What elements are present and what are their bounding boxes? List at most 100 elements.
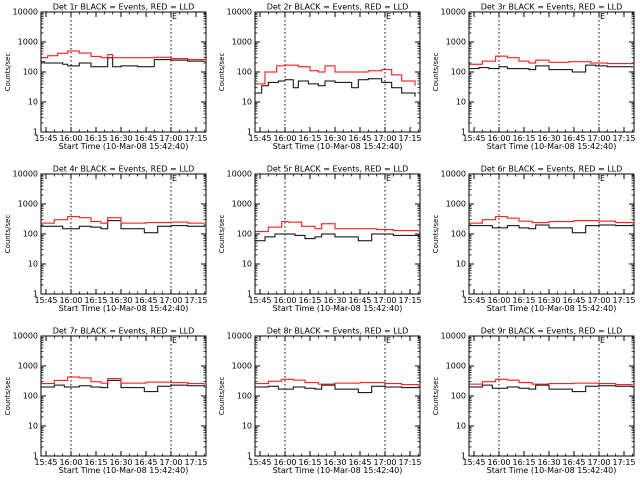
series-events-line: [255, 384, 419, 394]
plot-frame: [254, 335, 421, 457]
x-tick-label: 15:45: [462, 458, 485, 467]
x-tick-label: 16:15: [84, 296, 107, 305]
y-axis-label: Counts/sec: [218, 215, 226, 254]
flag-label: E: [386, 174, 391, 183]
plot-frame: [468, 335, 635, 457]
x-axis-label: Start Time (10-Mar-08 15:42:40): [273, 466, 403, 475]
x-tick-label: 15:45: [34, 296, 57, 305]
y-tick-label: 10: [28, 98, 38, 107]
panel-title: Det 7r BLACK = Events, RED = LLD: [53, 327, 195, 336]
panel-title: Det 3r BLACK = Events, RED = LLD: [481, 3, 623, 12]
x-tick-label: 16:00: [487, 134, 510, 143]
x-tick-label: 16:00: [273, 296, 296, 305]
y-tick-label: 10000: [13, 170, 38, 179]
y-tick-label: 10: [456, 260, 466, 269]
panel-2: Det 2r BLACK = Events, RED = LLD Counts/s…: [218, 3, 422, 152]
x-tick-label: 16:15: [512, 458, 535, 467]
x-tick-label: 16:15: [512, 296, 535, 305]
x-tick-label: 17:15: [398, 458, 421, 467]
x-tick-label: 16:30: [537, 458, 560, 467]
y-axis-label: Counts/sec: [218, 53, 226, 92]
flag-label: E: [386, 336, 391, 345]
y-tick-label: 100: [23, 230, 38, 239]
x-tick-label: 17:15: [398, 296, 421, 305]
x-axis-label: Start Time (10-Mar-08 15:42:40): [487, 466, 617, 475]
y-tick-label: 1000: [446, 200, 466, 209]
y-tick-label: 1: [33, 128, 38, 137]
x-tick-label: 17:15: [612, 458, 635, 467]
plot-frame: [254, 11, 421, 133]
y-tick-label: 100: [451, 392, 466, 401]
y-tick-label: 10: [242, 422, 252, 431]
y-axis-label: Counts/sec: [432, 377, 440, 416]
flag-label: E: [172, 336, 177, 345]
x-tick-label: 16:30: [323, 134, 346, 143]
y-tick-label: 10: [28, 260, 38, 269]
panel-7: Det 7r BLACK = Events, RED = LLD Counts/s…: [4, 327, 208, 476]
panel-title: Det 4r BLACK = Events, RED = LLD: [53, 165, 195, 174]
x-tick-label: 16:15: [298, 296, 321, 305]
y-tick-label: 1000: [446, 362, 466, 371]
x-tick-label: 16:00: [487, 458, 510, 467]
x-tick-label: 16:45: [348, 134, 371, 143]
y-tick-label: 1: [33, 452, 38, 461]
panel-title: Det 5r BLACK = Events, RED = LLD: [267, 165, 409, 174]
y-tick-label: 1000: [18, 362, 38, 371]
series-lld-line: [41, 50, 205, 61]
x-tick-label: 16:45: [348, 296, 371, 305]
series-lld-line: [469, 55, 633, 65]
x-tick-label: 16:30: [323, 458, 346, 467]
y-tick-label: 1000: [232, 200, 252, 209]
x-tick-label: 16:45: [348, 458, 371, 467]
plot-frame: [40, 11, 207, 133]
y-tick-label: 100: [451, 230, 466, 239]
y-tick-label: 10000: [441, 332, 466, 341]
y-tick-label: 100: [451, 68, 466, 77]
x-axis-label: Start Time (10-Mar-08 15:42:40): [487, 304, 617, 313]
x-tick-label: 16:45: [134, 296, 157, 305]
x-tick-label: 15:45: [248, 134, 271, 143]
y-tick-label: 10: [28, 422, 38, 431]
y-tick-label: 1000: [18, 38, 38, 47]
x-tick-label: 17:15: [398, 134, 421, 143]
x-tick-label: 16:00: [59, 458, 82, 467]
y-tick-label: 1: [461, 452, 466, 461]
x-tick-label: 15:45: [248, 458, 271, 467]
x-axis-label: Start Time (10-Mar-08 15:42:40): [273, 304, 403, 313]
x-tick-label: 17:15: [184, 134, 207, 143]
panel-4: Det 4r BLACK = Events, RED = LLD Counts/s…: [4, 165, 208, 314]
series-events-line: [255, 233, 419, 242]
y-tick-label: 1000: [232, 362, 252, 371]
y-axis-label: Counts/sec: [432, 53, 440, 92]
flag-label: E: [600, 174, 605, 183]
plot-frame: [40, 335, 207, 457]
x-tick-label: 16:15: [298, 458, 321, 467]
panel-title: Det 8r BLACK = Events, RED = LLD: [267, 327, 409, 336]
x-tick-label: 17:15: [612, 296, 635, 305]
y-tick-label: 10000: [227, 8, 252, 17]
x-axis-label: Start Time (10-Mar-08 15:42:40): [273, 142, 403, 151]
y-axis-label: Counts/sec: [4, 377, 12, 416]
y-tick-label: 10000: [441, 170, 466, 179]
x-tick-label: 17:00: [587, 296, 610, 305]
x-tick-label: 16:00: [273, 134, 296, 143]
panel-3: Det 3r BLACK = Events, RED = LLD Counts/s…: [432, 3, 636, 152]
series-lld-line: [255, 221, 419, 233]
x-tick-label: 17:15: [612, 134, 635, 143]
x-tick-label: 16:30: [323, 296, 346, 305]
y-axis-label: Counts/sec: [432, 215, 440, 254]
x-tick-label: 16:00: [487, 296, 510, 305]
plot-frame: [254, 173, 421, 295]
flag-label: E: [172, 12, 177, 21]
y-tick-label: 10000: [13, 8, 38, 17]
y-axis-label: Counts/sec: [218, 377, 226, 416]
x-tick-label: 16:30: [537, 134, 560, 143]
panel-title: Det 9r BLACK = Events, RED = LLD: [481, 327, 623, 336]
x-tick-label: 16:15: [512, 134, 535, 143]
panel-6: Det 6r BLACK = Events, RED = LLD Counts/s…: [432, 165, 636, 314]
panel-title: Det 1r BLACK = Events, RED = LLD: [53, 3, 195, 12]
x-tick-label: 16:45: [134, 458, 157, 467]
y-axis-label: Counts/sec: [4, 53, 12, 92]
y-tick-label: 10000: [441, 8, 466, 17]
